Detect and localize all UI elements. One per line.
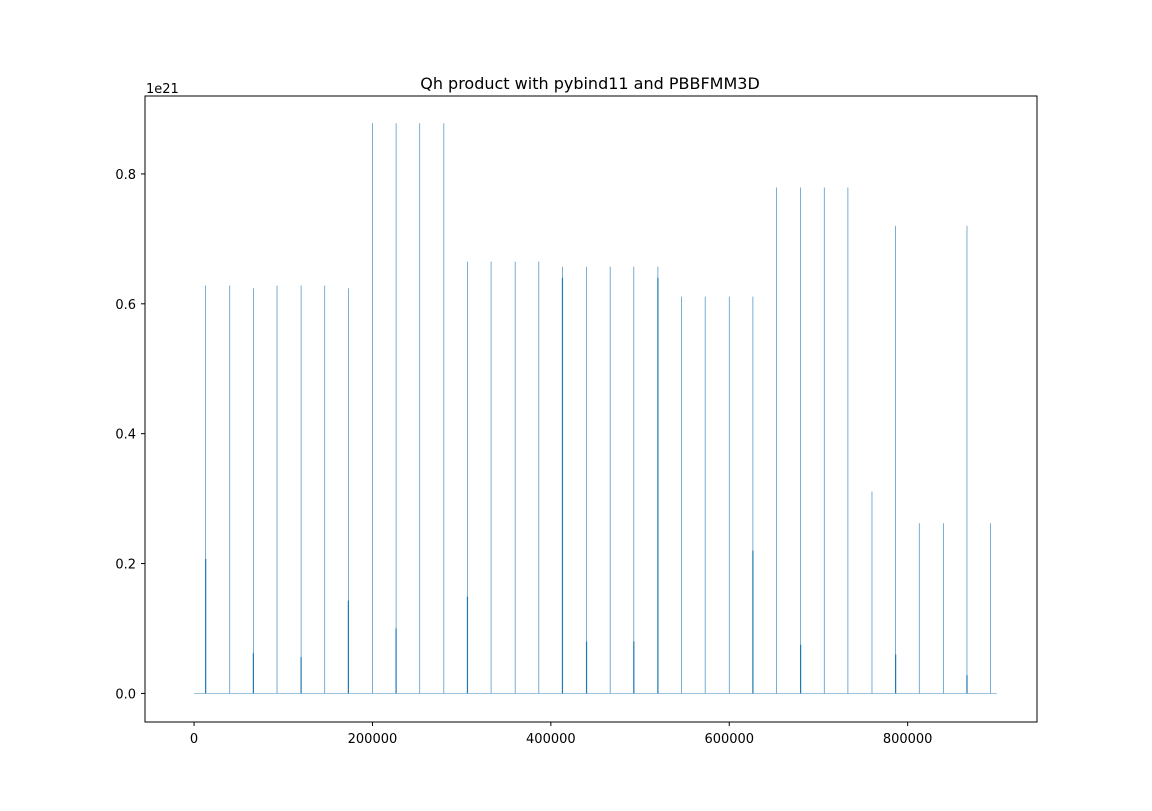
x-tick-label: 400000 bbox=[526, 732, 576, 747]
y-axis-offset-label: 1e21 bbox=[146, 82, 179, 97]
x-tick-label: 600000 bbox=[704, 732, 754, 747]
x-tick-label: 0 bbox=[190, 732, 198, 747]
y-tick-label: 0.6 bbox=[115, 298, 136, 313]
plot-frame bbox=[144, 95, 1038, 723]
y-tick-label: 0.2 bbox=[115, 558, 136, 573]
y-tick-label: 0.8 bbox=[115, 168, 136, 183]
chart-title: Qh product with pybind11 and PBBFMM3D bbox=[420, 74, 760, 93]
series-line bbox=[194, 123, 997, 694]
axes: 0 200000 400000 600000 800000 0.0 0.2 0.4 0.6 0.8 bbox=[115, 168, 932, 747]
x-tick-label: 800000 bbox=[883, 732, 933, 747]
x-tick-label: 200000 bbox=[348, 732, 398, 747]
y-tick-label: 0.4 bbox=[115, 428, 136, 443]
y-tick-label: 0.0 bbox=[115, 687, 136, 702]
